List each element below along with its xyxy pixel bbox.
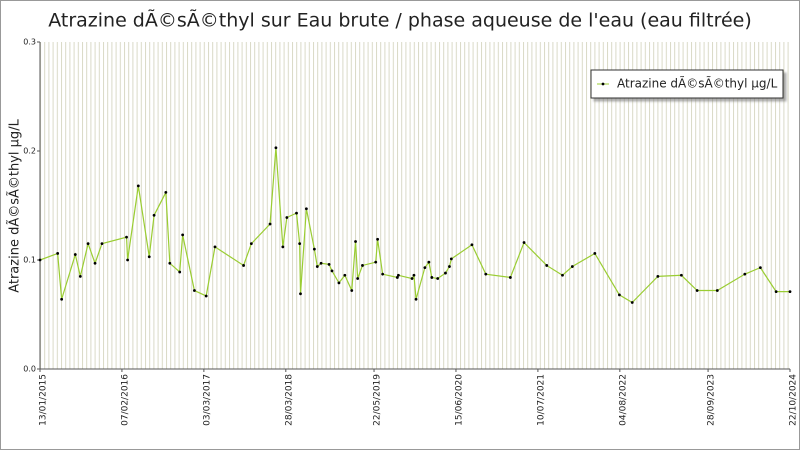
data-point (410, 277, 414, 280)
data-point (522, 241, 526, 244)
data-point (774, 290, 778, 294)
data-point (679, 273, 683, 277)
data-point (356, 277, 360, 280)
x-tick-label: 10/07/2021 (536, 374, 546, 426)
data-point (213, 245, 217, 249)
legend-marker (601, 82, 605, 86)
data-point (593, 252, 597, 255)
data-point (618, 293, 621, 297)
data-point (168, 261, 172, 265)
x-tick-label: 22/05/2019 (373, 374, 383, 426)
data-point (715, 289, 719, 292)
y-tick-label: 0.3 (23, 38, 36, 47)
data-point (299, 292, 302, 296)
data-point (412, 273, 416, 277)
x-tick-label: 22/10/2024 (789, 374, 799, 426)
data-point (193, 289, 196, 292)
data-point (164, 191, 168, 194)
data-point (268, 222, 272, 226)
data-point (298, 242, 302, 246)
y-tick-label: 0.1 (23, 256, 36, 265)
data-point (470, 243, 474, 247)
data-point (743, 272, 747, 276)
data-point (570, 265, 574, 268)
data-point (136, 184, 140, 188)
data-point (444, 271, 447, 275)
x-tick-label: 07/02/2016 (120, 374, 130, 426)
data-point (381, 272, 385, 276)
y-tick-label: 0.0 (23, 365, 36, 374)
chart-title: Atrazine dÃ©sÃ©thyl sur Eau brute / phas… (48, 9, 752, 32)
data-point (147, 255, 151, 259)
data-point (327, 262, 331, 266)
data-point (78, 274, 82, 278)
x-tick-label: 28/09/2023 (707, 374, 717, 426)
x-tick-label: 28/03/2018 (284, 374, 294, 426)
data-point (181, 233, 185, 237)
data-point (508, 276, 512, 279)
data-point (295, 211, 298, 215)
data-point (758, 266, 762, 270)
data-point (545, 264, 549, 267)
data-point (304, 207, 308, 211)
data-point (86, 242, 90, 246)
data-point (695, 289, 699, 292)
series-line (39, 147, 790, 304)
data-point (414, 297, 418, 301)
data-point (395, 276, 399, 279)
data-point (423, 266, 427, 270)
data-point (337, 281, 341, 285)
data-point (285, 216, 289, 219)
data-point (350, 289, 354, 292)
data-point (788, 290, 792, 294)
data-point (630, 301, 634, 304)
data-point (656, 274, 660, 278)
data-point (449, 257, 453, 261)
x-tick-label: 15/06/2020 (454, 374, 464, 426)
data-point (100, 242, 104, 246)
x-tick-label: 03/03/2017 (202, 374, 212, 426)
data-point (204, 294, 208, 298)
data-point (484, 272, 488, 276)
data-point (93, 261, 97, 265)
data-point (436, 277, 440, 280)
legend-label: Atrazine dÃ©sÃ©thyl µg/L (617, 76, 778, 91)
legend-box (590, 69, 784, 99)
data-point (73, 253, 77, 256)
data-point (152, 213, 156, 217)
data-point (60, 297, 64, 301)
data-point (397, 273, 400, 277)
data-point (376, 237, 380, 241)
data-point (38, 258, 42, 262)
x-tick-label: 13/01/2015 (39, 374, 49, 426)
data-point (178, 270, 182, 274)
data-point (430, 276, 434, 279)
data-point (312, 247, 316, 251)
data-point (319, 261, 323, 265)
data-point (561, 273, 564, 277)
data-point (354, 240, 357, 243)
data-point (315, 265, 319, 268)
data-point (281, 245, 285, 249)
y-axis-label: Atrazine dÃ©sÃ©thyl µg/L (7, 118, 23, 292)
data-point (448, 265, 451, 268)
data-point (374, 260, 378, 264)
data-point (56, 252, 60, 255)
data-point (343, 273, 347, 277)
data-point (427, 260, 431, 264)
data-point (126, 258, 130, 262)
data-point (330, 269, 334, 273)
data-point (125, 235, 128, 239)
data-point (242, 264, 245, 267)
x-tick-label: 04/08/2022 (618, 374, 628, 426)
data-point (274, 146, 278, 150)
y-tick-label: 0.2 (23, 147, 36, 156)
data-point (361, 264, 364, 267)
data-point (249, 242, 253, 246)
